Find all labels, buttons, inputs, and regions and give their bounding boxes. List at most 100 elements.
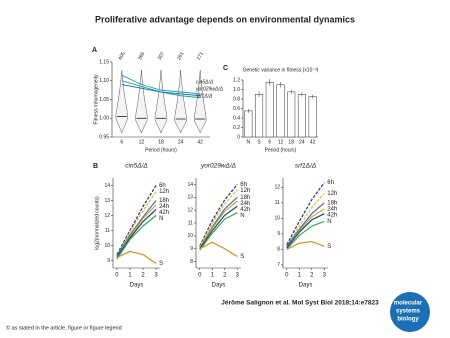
chart-title: cin5Δ/Δ: [125, 163, 147, 170]
violin-body: [135, 69, 148, 134]
series-line: [116, 215, 157, 260]
x-tick-label: 0: [115, 273, 119, 279]
y-tick-label: 0.4: [233, 115, 240, 121]
series-line: [116, 250, 157, 264]
legend-entry: yor029wΔ/Δ: [195, 86, 224, 92]
chart-title: Genetic variance in fitness (x10⁻³): [243, 67, 319, 73]
series-label: 6h: [327, 180, 334, 186]
series-label: S: [159, 261, 163, 267]
slide-title: Proliferative advantage depends on envir…: [95, 14, 355, 24]
bar: [308, 96, 317, 138]
x-tick-label: 1: [128, 273, 132, 279]
logo-text: molecular: [394, 301, 423, 307]
y-tick-label: 9: [107, 258, 110, 264]
citation: Jérôme Salignon et al. Mol Syst Biol 201…: [221, 300, 379, 307]
y-tick-label: 0.95: [99, 134, 109, 140]
x-tick-label: 24: [178, 139, 184, 145]
logo-circle: [390, 292, 430, 332]
y-tick-label: 11: [188, 220, 193, 226]
count-label: 271: [196, 51, 205, 61]
series-label: 24h: [159, 204, 169, 210]
x-tick-label: 2: [223, 273, 227, 279]
x-tick-label: 2: [310, 273, 314, 279]
y-tick-label: 11: [105, 228, 110, 234]
series-label: 24h: [240, 201, 250, 207]
x-tick-label: 3: [323, 273, 327, 279]
series-line: [286, 202, 325, 247]
series-line: [199, 200, 238, 250]
x-tick-label: 42: [310, 139, 316, 145]
x-tick-label: 42: [197, 139, 203, 145]
series-line: [199, 189, 238, 248]
series-label: 18h: [327, 200, 337, 206]
series-line: [121, 74, 201, 95]
y-tick-label: 12: [187, 207, 193, 213]
series-label: 6h: [240, 182, 247, 188]
y-tick-label: 1.0: [233, 87, 240, 93]
y-tick-label: 14: [187, 182, 193, 188]
x-tick-label: 1: [298, 273, 302, 279]
series-label: 12h: [240, 188, 250, 194]
count-label: 365: [137, 51, 146, 61]
y-tick-label: 8: [277, 247, 280, 253]
x-tick-label: 6: [268, 139, 271, 145]
legend-entry: srf1Δ/Δ: [196, 93, 213, 99]
x-axis-label: Days: [299, 283, 313, 289]
y-tick-label: 13: [187, 195, 193, 201]
x-tick-label: 3: [236, 273, 240, 279]
y-tick-label: 14: [104, 183, 110, 189]
series-label: S: [240, 254, 244, 260]
x-axis-label: Period (hours): [265, 147, 297, 153]
series-label: 18h: [240, 195, 250, 201]
panel-letter: B: [93, 163, 98, 170]
series-line: [286, 182, 325, 246]
series-label: S: [327, 244, 331, 250]
count-label: 261: [176, 51, 185, 61]
series-line: [286, 213, 325, 249]
chart-title: srf1Δ/Δ: [295, 163, 316, 170]
x-tick-label: S: [257, 139, 261, 145]
y-tick-label: 0.6: [233, 106, 240, 112]
y-tick-label: 9: [190, 246, 193, 252]
series-line: [199, 212, 238, 251]
series-line: [116, 191, 157, 257]
x-tick-label: 18: [288, 139, 294, 145]
x-tick-label: 1: [211, 273, 215, 279]
series-label: 6h: [159, 183, 166, 189]
series-line: [199, 184, 238, 247]
series-line: [286, 241, 325, 250]
series-line: [116, 200, 157, 257]
violin-body: [154, 69, 168, 134]
y-tick-label: 11: [275, 200, 280, 206]
bar: [276, 84, 285, 138]
x-tick-label: 3: [154, 273, 158, 279]
y-tick-label: 0.8: [233, 96, 240, 102]
x-tick-label: 12: [139, 139, 145, 145]
x-tick-label: 6: [120, 139, 123, 145]
series-line: [286, 220, 325, 250]
bar: [297, 94, 306, 138]
series-line: [121, 84, 201, 97]
y-tick-label: 8: [190, 259, 193, 265]
y-tick-label: 10: [187, 233, 193, 239]
bar: [287, 91, 296, 138]
series-label: 12h: [327, 191, 337, 197]
logo-text: biology: [397, 317, 419, 323]
x-tick-label: 12: [278, 139, 284, 145]
series-label: 42h: [327, 213, 337, 219]
series-line: [286, 193, 325, 247]
y-tick-label: 1.2: [233, 77, 240, 83]
y-axis-label: log2(normalized counts): [94, 196, 100, 250]
x-tick-label: N: [247, 139, 251, 145]
y-tick-label: 13: [104, 198, 110, 204]
y-tick-label: 9: [277, 231, 280, 237]
y-axis-label: Fitness inhomogeneity: [93, 74, 99, 125]
y-tick-label: 1.15: [99, 59, 109, 65]
panel-letter: A: [92, 47, 97, 54]
y-tick-label: 1.10: [99, 78, 109, 84]
count-label: 405: [117, 51, 126, 61]
y-tick-label: 12: [274, 185, 280, 191]
series-label: N: [240, 213, 244, 219]
series-label: 42h: [240, 207, 250, 213]
